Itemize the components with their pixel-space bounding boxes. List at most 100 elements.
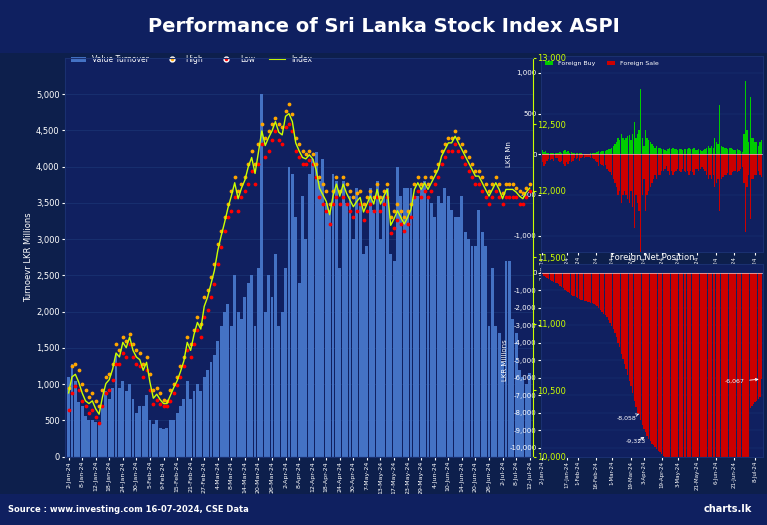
- Point: [255, 120, 268, 129]
- Point: [127, 340, 139, 348]
- Point: [249, 180, 262, 188]
- Point: [259, 153, 272, 162]
- Bar: [199, 392, 202, 457]
- Point: [167, 388, 179, 397]
- Bar: [598, 154, 600, 166]
- Bar: [647, 272, 648, 436]
- Point: [300, 160, 312, 169]
- Bar: [453, 217, 456, 457]
- Point: [202, 306, 214, 314]
- Bar: [135, 413, 138, 457]
- Point: [371, 180, 384, 188]
- Bar: [101, 406, 104, 457]
- Bar: [688, 154, 690, 175]
- Bar: [617, 154, 619, 195]
- Bar: [568, 151, 569, 154]
- Bar: [591, 154, 593, 159]
- Bar: [278, 326, 280, 457]
- Bar: [559, 152, 561, 154]
- Bar: [674, 154, 675, 172]
- Point: [239, 173, 251, 182]
- Bar: [230, 326, 232, 457]
- Point: [436, 160, 448, 169]
- Bar: [556, 154, 558, 159]
- Bar: [209, 362, 212, 457]
- Bar: [591, 272, 593, 303]
- Text: charts.lk: charts.lk: [703, 504, 752, 514]
- Bar: [759, 272, 761, 397]
- Bar: [735, 154, 736, 171]
- Bar: [746, 130, 748, 154]
- Bar: [704, 149, 706, 154]
- Bar: [595, 153, 596, 154]
- Bar: [701, 151, 703, 154]
- Bar: [176, 413, 179, 457]
- Bar: [711, 146, 713, 154]
- Point: [472, 166, 485, 175]
- Bar: [257, 268, 260, 457]
- Bar: [314, 152, 318, 457]
- Bar: [477, 210, 480, 457]
- Point: [208, 280, 220, 288]
- Bar: [471, 246, 473, 457]
- Bar: [613, 146, 614, 154]
- Point: [76, 380, 88, 388]
- Point: [272, 136, 285, 144]
- Bar: [84, 416, 87, 457]
- Bar: [267, 276, 270, 457]
- Bar: [104, 392, 107, 457]
- Bar: [281, 312, 284, 457]
- Bar: [379, 239, 382, 457]
- Bar: [756, 272, 757, 401]
- Bar: [274, 254, 277, 457]
- Point: [290, 146, 302, 155]
- Bar: [648, 140, 650, 154]
- Bar: [584, 272, 585, 301]
- Point: [171, 373, 183, 381]
- Bar: [701, 154, 703, 167]
- Bar: [558, 154, 559, 161]
- Point: [73, 366, 85, 374]
- Bar: [488, 326, 490, 457]
- Point: [479, 180, 492, 188]
- Bar: [670, 272, 672, 465]
- Point: [320, 206, 332, 215]
- Bar: [749, 272, 751, 407]
- Bar: [494, 326, 497, 457]
- Bar: [561, 154, 562, 161]
- Bar: [338, 268, 341, 457]
- Point: [97, 402, 109, 411]
- Bar: [331, 174, 334, 457]
- Point: [401, 220, 413, 228]
- Bar: [629, 272, 630, 381]
- Bar: [348, 196, 351, 457]
- Point: [140, 366, 153, 374]
- Bar: [637, 272, 638, 413]
- Point: [181, 333, 193, 341]
- Bar: [679, 154, 680, 171]
- Point: [429, 166, 441, 175]
- Bar: [688, 272, 690, 484]
- Bar: [545, 154, 546, 164]
- Bar: [749, 97, 751, 154]
- Point: [154, 400, 166, 408]
- Bar: [634, 154, 635, 227]
- Bar: [641, 154, 643, 195]
- Bar: [730, 154, 732, 175]
- Point: [137, 360, 150, 368]
- Bar: [420, 188, 423, 457]
- Bar: [295, 217, 297, 457]
- Bar: [600, 152, 601, 154]
- Point: [127, 353, 139, 361]
- Point: [388, 206, 400, 215]
- Point: [391, 200, 403, 208]
- Text: Performance of Sri Lanka Stock Index ASPI: Performance of Sri Lanka Stock Index ASP…: [147, 17, 620, 36]
- Bar: [634, 122, 635, 154]
- Bar: [616, 272, 617, 338]
- Bar: [634, 272, 635, 402]
- Bar: [621, 272, 622, 354]
- Point: [500, 180, 512, 188]
- Bar: [709, 272, 711, 507]
- Bar: [584, 154, 585, 158]
- Bar: [118, 388, 121, 457]
